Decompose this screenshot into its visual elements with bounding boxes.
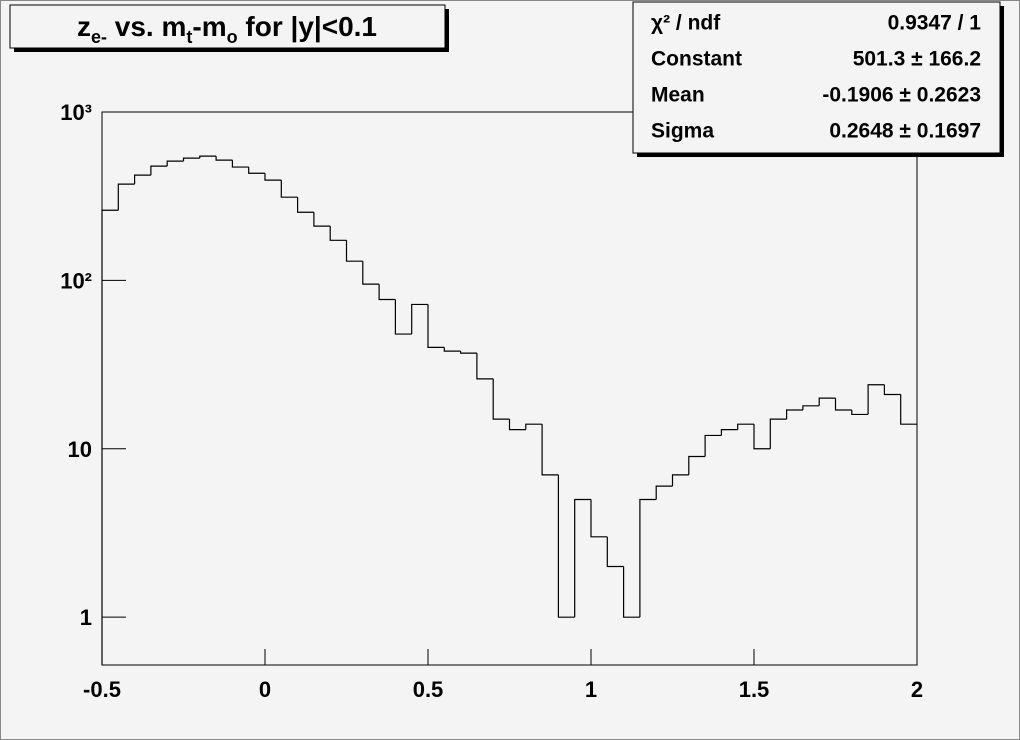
stats-label: χ² / ndf	[651, 12, 721, 35]
bin	[786, 409, 803, 420]
bin	[606, 536, 624, 568]
bin	[557, 474, 575, 618]
bin	[900, 394, 917, 425]
bin	[427, 304, 445, 349]
y-tick-label: 10³	[60, 100, 92, 125]
x-tick-label: 0.5	[413, 677, 444, 702]
bin	[492, 378, 510, 420]
bin	[737, 423, 754, 430]
bin	[508, 419, 526, 431]
bin	[394, 299, 412, 335]
bin	[329, 226, 347, 241]
y-tick-label: 10²	[60, 268, 92, 293]
bin	[264, 173, 282, 181]
title-part: for |y|<0.1	[238, 11, 377, 42]
title-part: -m	[192, 11, 226, 42]
bin	[378, 284, 396, 301]
stats-value: -0.1906 ± 0.2623	[822, 84, 981, 107]
bin	[590, 499, 608, 538]
bin	[834, 398, 852, 411]
bin	[655, 485, 673, 500]
bin	[248, 167, 265, 174]
bin	[720, 428, 738, 436]
title-part: t	[186, 27, 192, 47]
stats-box	[632, 1, 1001, 154]
x-tick-label: 1	[585, 677, 597, 702]
title-part: z	[77, 11, 91, 42]
bin	[297, 197, 314, 213]
bin	[460, 351, 477, 354]
y-tick-label: 10	[68, 437, 92, 462]
bin	[476, 353, 494, 380]
bin	[574, 498, 591, 618]
title-part: vs. m	[107, 11, 186, 42]
bin	[443, 347, 461, 352]
bin	[851, 409, 869, 416]
bin	[231, 160, 249, 168]
bin	[802, 405, 820, 410]
stats-value: 501.3 ± 166.2	[853, 48, 981, 71]
x-tick-label: -0.5	[83, 677, 121, 702]
title-box	[9, 4, 446, 49]
title-part: e-	[91, 27, 107, 47]
stats-label: Mean	[651, 84, 705, 107]
bin	[639, 498, 657, 618]
bin	[753, 424, 771, 450]
x-tick-label: 0	[259, 677, 271, 702]
bin	[313, 212, 331, 227]
bin	[150, 165, 168, 176]
bin	[166, 160, 184, 167]
bin	[769, 418, 787, 449]
bin	[411, 303, 428, 335]
bin	[101, 209, 119, 665]
bin	[541, 424, 559, 476]
bin	[362, 261, 380, 285]
x-tick-label: 1.5	[739, 677, 770, 702]
stats-label: Constant	[651, 48, 742, 71]
bin	[623, 566, 640, 618]
y-tick-label: 1	[80, 605, 92, 630]
stats-value: 0.2648 ± 0.1697	[829, 120, 981, 143]
bin	[525, 423, 543, 430]
bin	[182, 157, 200, 162]
bin	[215, 156, 233, 161]
stats-value: 0.9347 / 1	[888, 12, 982, 35]
bin	[134, 174, 151, 185]
bin	[688, 455, 706, 475]
bin	[117, 183, 135, 211]
stats-label: Sigma	[651, 120, 714, 143]
title-part: o	[227, 27, 238, 47]
x-tick-label: 2	[911, 677, 923, 702]
bin	[867, 384, 885, 415]
histogram	[101, 155, 917, 665]
bin	[818, 397, 836, 406]
plot-frame	[101, 111, 918, 666]
bin	[280, 180, 298, 198]
bin	[883, 384, 901, 396]
chart-title: ze- vs. mt-mo for |y|<0.1	[77, 11, 377, 47]
bin	[704, 434, 722, 457]
bin	[199, 155, 217, 159]
bin	[345, 240, 363, 262]
bin	[671, 474, 689, 487]
